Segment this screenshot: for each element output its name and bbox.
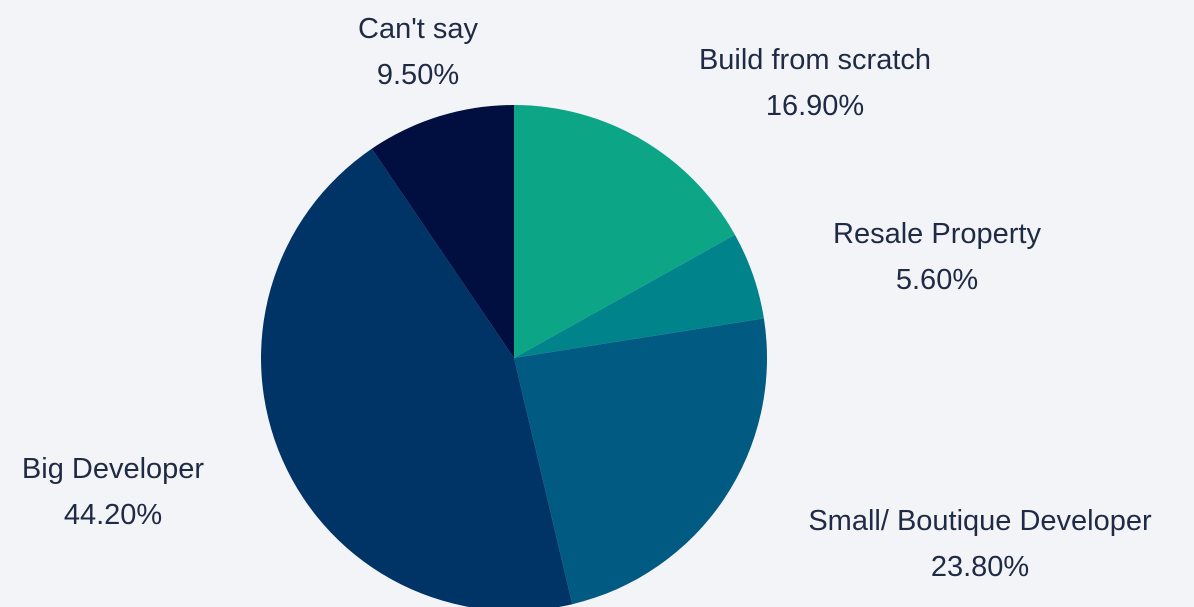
value-big-developer: 44.20% [64, 499, 162, 531]
pie-slice-small-boutique-developer [514, 318, 768, 605]
label-resale-property: Resale Property [833, 218, 1041, 250]
pie-slice-big-developer [261, 148, 573, 607]
label-small-boutique-developer: Small/ Boutique Developer [808, 505, 1152, 537]
value-resale-property: 5.60% [896, 264, 978, 296]
value-small-boutique-developer: 23.80% [931, 551, 1029, 583]
value-build-from-scratch: 16.90% [766, 90, 864, 122]
pie-slices [261, 105, 768, 607]
pie-slice-resale-property [514, 234, 764, 358]
slice-labels: Build from scratch 16.90% Resale Propert… [22, 13, 1152, 583]
pie-slice-build-from-scratch [514, 105, 735, 358]
label-cant-say: Can't say [358, 13, 478, 45]
label-big-developer: Big Developer [22, 453, 204, 485]
value-cant-say: 9.50% [377, 59, 459, 91]
pie-slice-can-t-say [371, 105, 514, 358]
label-build-from-scratch: Build from scratch [699, 44, 931, 76]
